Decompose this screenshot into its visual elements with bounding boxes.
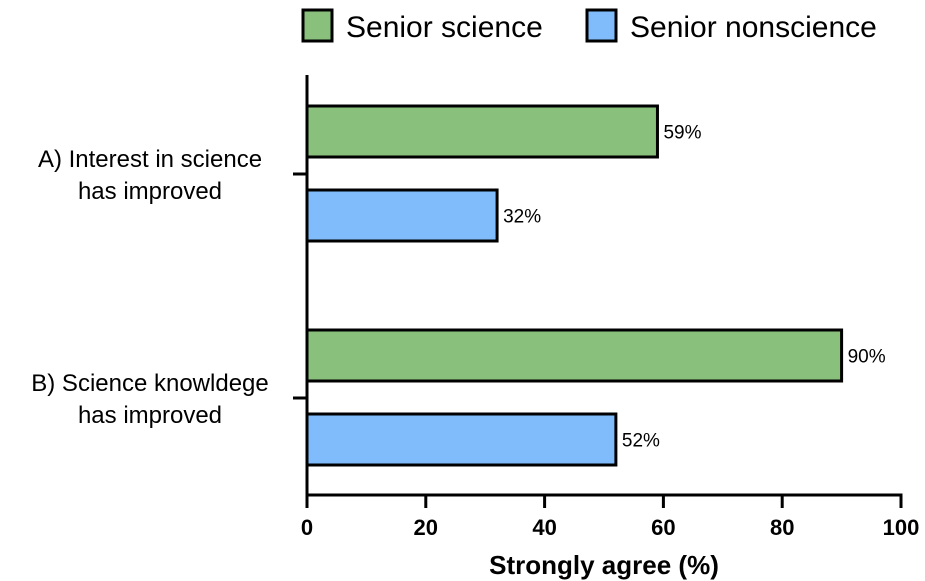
bar-series-0-category-0	[305, 104, 659, 159]
legend-label: Senior science	[346, 11, 543, 44]
category-label: A) Interest in science	[38, 146, 262, 173]
bar-value-label: 59%	[663, 123, 701, 144]
x-tick-label: 100	[883, 515, 920, 540]
bar-series-1-category-1	[305, 412, 618, 467]
bar-value-label: 52%	[622, 431, 660, 452]
legend-swatch	[585, 8, 618, 43]
x-tick-label: 0	[301, 515, 313, 540]
x-axis-title: Strongly agree (%)	[489, 550, 719, 580]
x-tick-label: 40	[532, 515, 556, 540]
x-tick-label: 80	[770, 515, 794, 540]
chart-legend: Senior science Senior nonscience	[301, 8, 877, 44]
bar-value-label: 90%	[848, 347, 886, 368]
x-tick-label: 60	[651, 515, 675, 540]
bar-series-1-category-0	[305, 188, 499, 243]
category-label: has improved	[78, 178, 222, 205]
category-label: has improved	[78, 402, 222, 429]
legend-label: Senior nonscience	[630, 11, 877, 44]
bar-value-label: 32%	[503, 207, 541, 228]
axes-group: A) Interest in science has improved B) Sci…	[31, 75, 919, 580]
category-label: B) Science knowldege	[31, 370, 268, 397]
bars-group: 59% 90% 32% 52%	[305, 104, 886, 467]
legend-swatch	[301, 8, 334, 43]
bar-series-0-category-1	[305, 328, 844, 383]
x-tick-label: 20	[414, 515, 438, 540]
